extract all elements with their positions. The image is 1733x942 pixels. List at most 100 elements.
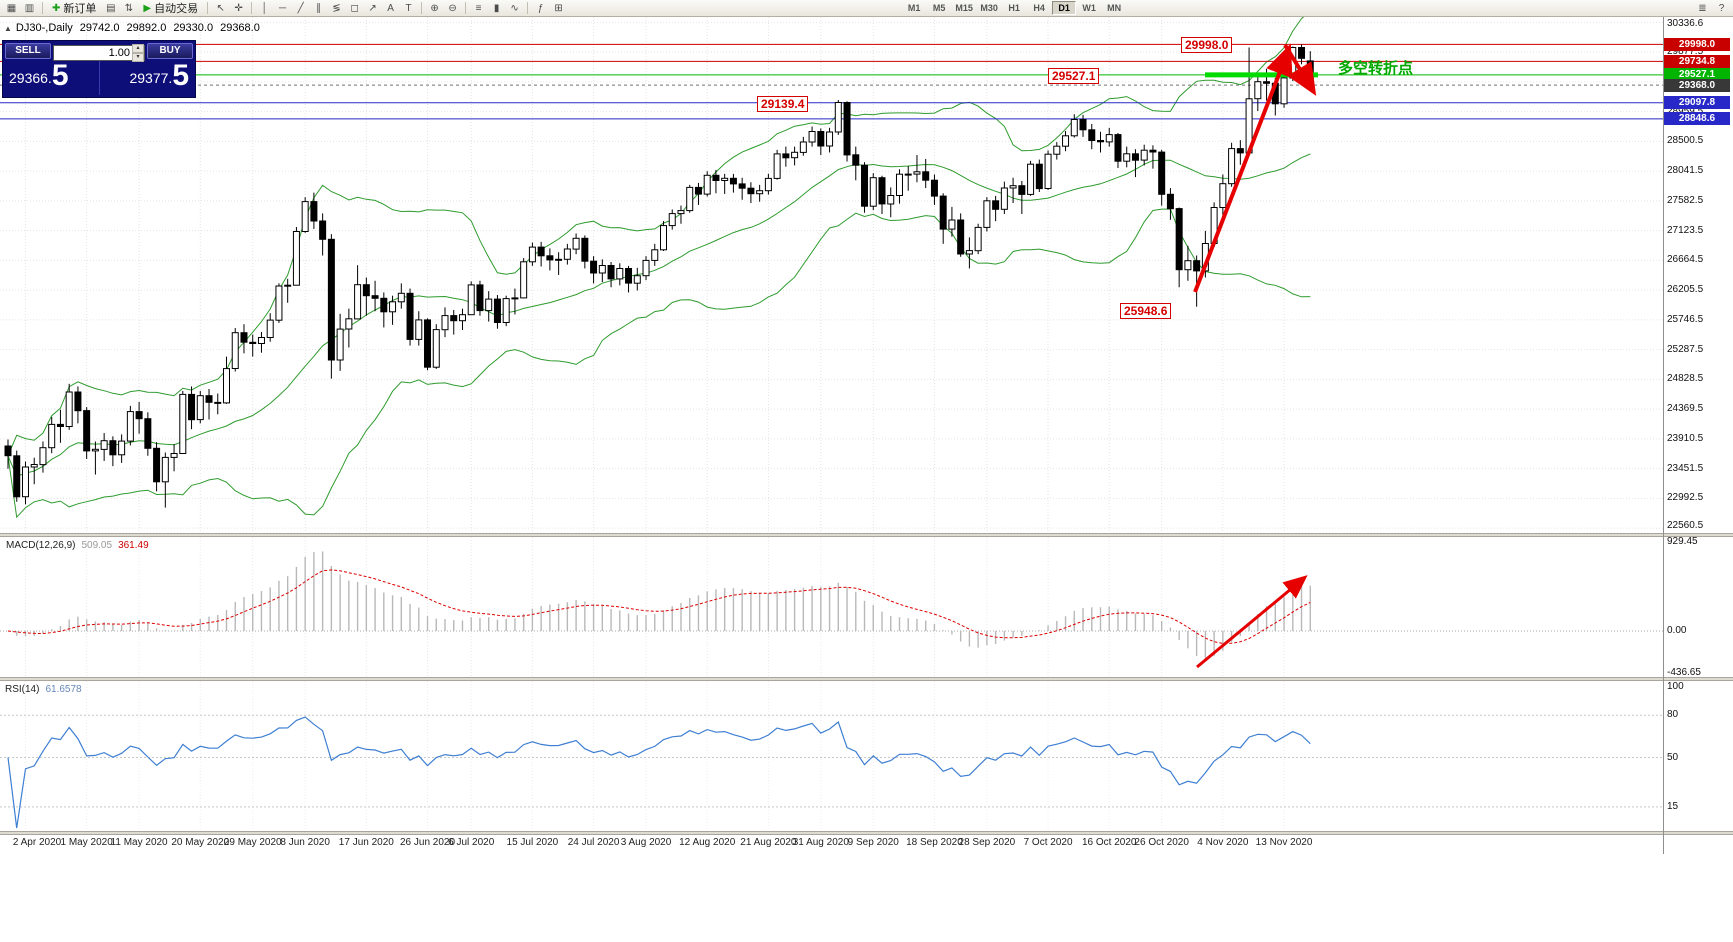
time-axis-label: 18 Sep 2020 [906, 837, 963, 848]
crosshair-icon[interactable]: ✛ [234, 2, 243, 14]
horizontal-line-icon[interactable]: ─ [279, 2, 287, 14]
fibonacci-icon[interactable]: ≶ [332, 2, 341, 14]
toolbar-separator [465, 2, 467, 14]
time-axis-label: 20 May 2020 [171, 837, 230, 848]
toolbar-separator [42, 2, 43, 14]
channel-icon[interactable]: ∥ [316, 2, 322, 14]
arrow-tool-icon[interactable]: ↗ [368, 2, 377, 14]
panel-splitter[interactable] [0, 831, 1733, 835]
panel-splitter[interactable] [0, 677, 1733, 681]
text-label-icon[interactable]: T [405, 2, 412, 14]
volume-field: ▴ ▾ [53, 43, 145, 62]
time-axis-label: 21 Aug 2020 [740, 837, 797, 848]
timeframe-w1-button[interactable]: W1 [1082, 3, 1096, 13]
window-list-icon[interactable]: ≣ [1698, 2, 1707, 14]
one-click-trading-panel: SELL ▴ ▾ BUY 29366.5 29377.5 [2, 40, 196, 98]
timeframe-m1-button[interactable]: M1 [907, 3, 921, 13]
tile-windows-icon[interactable]: ⊞ [554, 2, 563, 14]
price-axis-label: 28500.5 [1667, 135, 1704, 147]
price-tag: 29368.0 [1664, 78, 1730, 92]
ohlc-low: 29330.0 [173, 22, 214, 34]
vertical-line-icon[interactable]: │ [261, 2, 268, 14]
price-chart-canvas[interactable] [0, 17, 1663, 533]
price-axis-label: 27582.5 [1667, 194, 1704, 206]
bar-chart-icon[interactable]: ≡ [475, 2, 482, 14]
price-axis-label: 29877.5 [1667, 46, 1704, 58]
price-tag: 29734.8 [1664, 54, 1730, 68]
price-axis-label: 25287.5 [1667, 343, 1704, 355]
navigator-icon[interactable]: ⇅ [124, 2, 134, 14]
trendline-icon[interactable]: ╱ [297, 2, 304, 14]
rsi-axis-label: 50 [1667, 751, 1679, 763]
macd-indicator-title: MACD(12,26,9) 509.05 361.49 [6, 540, 149, 551]
one-click-collapse-icon[interactable]: ▲ [4, 23, 12, 33]
indicators-icon[interactable]: ƒ [537, 2, 544, 14]
sell-button[interactable]: SELL [5, 43, 51, 59]
timeframe-h1-button[interactable]: H1 [1008, 3, 1020, 13]
price-axis-label: 26205.5 [1667, 284, 1704, 296]
macd-main-value: 509.05 [81, 540, 113, 551]
price-axis-label: 27123.5 [1667, 224, 1704, 236]
panel-splitter[interactable] [0, 533, 1733, 537]
price-axis-label: 28959.5 [1667, 105, 1704, 117]
macd-signal-value: 361.49 [118, 540, 149, 551]
time-axis-label: 17 Jun 2020 [338, 837, 394, 848]
price-tag: 29527.1 [1664, 68, 1730, 82]
new-chart-icon[interactable]: ▦ [6, 2, 17, 14]
toolbar-right-group: ≣? [1694, 1, 1730, 15]
rsi-indicator-title: RSI(14) 61.6578 [5, 684, 82, 695]
time-axis-label: 6 Jul 2020 [448, 837, 495, 848]
rsi-panel-canvas[interactable] [0, 681, 1663, 831]
text-icon[interactable]: A [387, 2, 394, 14]
timeframe-m5-button[interactable]: M5 [932, 3, 946, 13]
time-axis-label: 1 May 2020 [60, 837, 113, 848]
auto-trading-button[interactable]: ▶ 自动交易 [143, 2, 199, 16]
toolbar-separator [421, 2, 423, 14]
chart-symbol-info: ▲ DJ30-,Daily 29742.0 29892.0 29330.0 29… [4, 22, 260, 34]
price-axis-border [1663, 17, 1664, 854]
buy-button[interactable]: BUY [147, 43, 193, 59]
macd-panel-canvas[interactable] [0, 537, 1663, 677]
timeframe-mn-button[interactable]: MN [1107, 3, 1122, 13]
toolbar: ▦ ▥ ✚ 新订单 ▤ ⇅ ▶ 自动交易 ↖ ✛ │ ─ ╱ ∥ ≶ ◻ ↗ A T ⊕ ⊖ ≡ ▮ ∿ ƒ ⊞ M1 M5 M15 M… [0, 0, 1733, 17]
volume-decrease-button[interactable]: ▾ [132, 53, 144, 62]
toolbar-separator [527, 2, 529, 14]
rsi-axis-label: 80 [1667, 709, 1679, 721]
price-axis-label: 22560.5 [1667, 520, 1704, 532]
timeframe-h4-button[interactable]: H4 [1033, 3, 1045, 13]
timeframe-m15-button[interactable]: M15 [955, 3, 973, 13]
time-axis-label: 24 Jul 2020 [567, 837, 620, 848]
market-watch-icon[interactable]: ▤ [106, 2, 116, 14]
time-axis-label: 2 Apr 2020 [12, 837, 62, 848]
time-axis-label: 16 Oct 2020 [1081, 837, 1137, 848]
cursor-icon[interactable]: ↖ [216, 2, 225, 14]
new-order-button[interactable]: ✚ 新订单 [52, 2, 97, 16]
chart-profiles-icon[interactable]: ▥ [24, 2, 35, 14]
timeframe-d1-button[interactable]: D1 [1052, 1, 1077, 15]
time-axis-label: 31 Aug 2020 [792, 837, 849, 848]
time-axis[interactable]: 2 Apr 2020 1 May 2020 11 May 2020 20 May 20… [0, 834, 1663, 854]
volume-increase-button[interactable]: ▴ [132, 44, 144, 53]
symbol-title: DJ30-,Daily [15, 22, 73, 34]
zoom-in-icon[interactable]: ⊕ [430, 2, 439, 14]
trade-panel-divider [99, 61, 100, 95]
shapes-icon[interactable]: ◻ [350, 2, 359, 14]
time-axis-label: 12 Aug 2020 [679, 837, 736, 848]
sell-price: 29366. 5 [9, 59, 69, 92]
volume-input[interactable] [53, 45, 145, 61]
candlestick-chart-icon[interactable]: ▮ [493, 2, 500, 14]
time-axis-label: 4 Nov 2020 [1197, 837, 1249, 848]
price-tag: 29998.0 [1664, 37, 1730, 51]
ohlc-open: 29742.0 [79, 22, 120, 34]
line-chart-icon[interactable]: ∿ [510, 2, 519, 14]
time-axis-label: 26 Oct 2020 [1134, 837, 1189, 848]
help-icon[interactable]: ? [1718, 2, 1725, 14]
timeframe-m30-button[interactable]: M30 [980, 3, 998, 13]
ohlc-close: 29368.0 [220, 22, 260, 34]
time-axis-label: 26 Jun 2020 [399, 837, 456, 848]
zoom-out-icon[interactable]: ⊖ [448, 2, 457, 14]
price-axis-label: 25746.5 [1667, 313, 1704, 325]
toolbar-separator [207, 2, 209, 14]
time-axis-label: 8 Jun 2020 [280, 837, 330, 848]
